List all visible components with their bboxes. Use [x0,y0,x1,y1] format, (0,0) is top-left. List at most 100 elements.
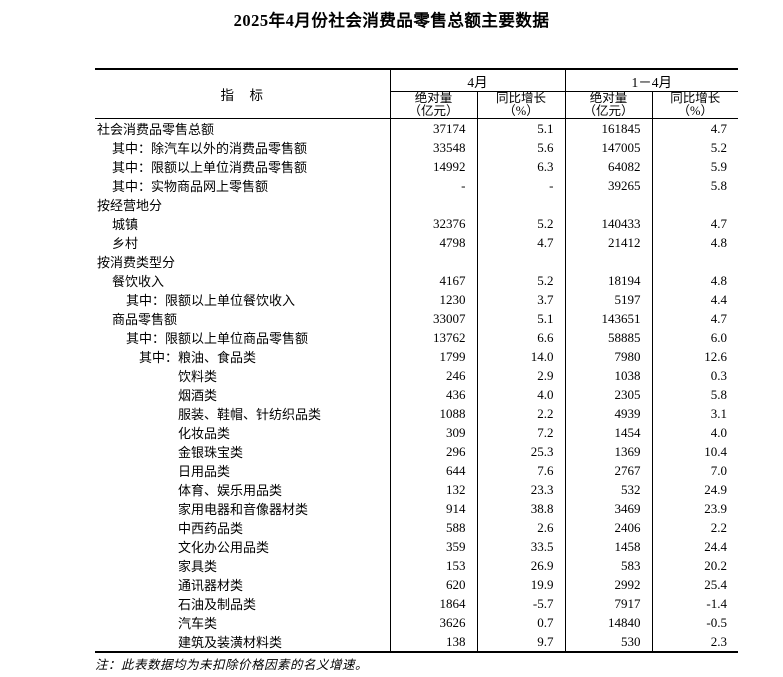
row-indicator-label: 餐饮收入 [95,271,391,290]
row-value: 5.9 [710,158,727,174]
row-value: 14.0 [477,347,566,366]
row-indicator-label: 按消费类型分 [95,252,391,271]
row-value: 530 [565,632,653,652]
row-value: 37174 [390,118,478,138]
row-value [390,195,478,214]
row-value: 18194 [565,271,653,290]
row-value: 64082 [565,157,653,176]
header-absolute-april-line1: 绝对量 [414,91,453,105]
table-row: 其中：限额以上单位消费品零售额 14992 6.3 64082 5.9 [95,157,738,176]
row-value: 143651 [565,309,653,328]
row-value: 436 [390,385,478,404]
row-value: 532 [565,480,653,499]
row-value: 26.9 [477,556,566,575]
table-row: 日用品类 644 7.6 2767 7.0 [95,461,738,480]
row-value: 7.6 [477,461,566,480]
row-value: 19.9 [477,575,566,594]
row-value: -0.5 [706,614,727,630]
row-value: 5.2 [477,271,566,290]
header-absolute-april: 绝对量 （亿元） [390,91,478,119]
row-value: 7.0 [710,462,727,478]
row-indicator-label: 乡村 [95,233,391,252]
row-value: 1458 [565,537,653,556]
header-group-jan-april: 1－4月 [565,69,738,92]
row-value: 1038 [565,366,653,385]
row-value: 2.2 [710,519,727,535]
row-value: 5.1 [477,309,566,328]
row-value: 138 [390,632,478,652]
header-absolute-jan-april: 绝对量 （亿元） [565,91,653,119]
table-row: 金银珠宝类 296 25.3 1369 10.4 [95,442,738,461]
row-indicator-label: 烟酒类 [95,385,391,404]
table-header: 指 标 4月 1－4月 绝对量 （亿元） 同比增长 （%） 绝对量 （亿元） [95,69,738,119]
header-sub-row: 绝对量 （亿元） 同比增长 （%） 绝对量 （亿元） 同比增长 （%） [95,91,738,119]
row-value: -1.4 [706,595,727,611]
row-value: 6.6 [477,328,566,347]
row-value: 7917 [565,594,653,613]
row-indicator-label: 按经营地分 [95,195,391,214]
row-value: 5.8 [710,177,727,193]
row-indicator-label: 其中：除汽车以外的消费品零售额 [95,138,391,157]
row-value [477,195,566,214]
table-row: 其中：实物商品网上零售额 - -39265 5.8 [95,176,738,195]
row-value: 296 [390,442,478,461]
table-row: 化妆品类 309 7.2 1454 4.0 [95,423,738,442]
row-value: 25.4 [704,576,727,592]
row-value: 13762 [390,328,478,347]
row-value: 5.2 [477,214,566,233]
row-value: 3.1 [710,405,727,421]
row-indicator-label: 服装、鞋帽、针纺织品类 [95,404,391,423]
row-value: 10.4 [704,443,727,459]
row-value: -5.7 [477,594,566,613]
row-value: 4.7 [710,310,727,326]
row-value: 2406 [565,518,653,537]
row-indicator-label: 社会消费品零售总额 [95,118,391,138]
row-value: 2992 [565,575,653,594]
header-yoy-april: 同比增长 （%） [477,91,566,119]
table-row: 服装、鞋帽、针纺织品类 1088 2.2 4939 3.1 [95,404,738,423]
row-indicator-label: 汽车类 [95,613,391,632]
table-row: 家用电器和音像器材类 914 38.8 3469 23.9 [95,499,738,518]
row-value: 7.2 [477,423,566,442]
row-value: 3.7 [477,290,566,309]
table-row: 建筑及装潢材料类 138 9.7 530 2.3 [95,632,738,652]
row-value: 620 [390,575,478,594]
row-indicator-label: 体育、娱乐用品类 [95,480,391,499]
row-value: 161845 [565,118,653,138]
row-value: 4939 [565,404,653,423]
row-value: 24.4 [704,538,727,554]
row-value: 147005 [565,138,653,157]
row-value: 58885 [565,328,653,347]
row-value [477,252,566,271]
row-indicator-label: 通讯器材类 [95,575,391,594]
row-value: 4.7 [477,233,566,252]
row-value: 2305 [565,385,653,404]
row-indicator-label: 商品零售额 [95,309,391,328]
row-value: 2.2 [477,404,566,423]
table-row: 烟酒类 436 4.0 2305 5.8 [95,385,738,404]
retail-sales-table: 指 标 4月 1－4月 绝对量 （亿元） 同比增长 （%） 绝对量 （亿元） [95,68,738,653]
table-row: 社会消费品零售总额 37174 5.1 161845 4.7 [95,118,738,138]
row-value: 1088 [390,404,478,423]
table-row: 乡村 4798 4.7 21412 4.8 [95,233,738,252]
row-value: 2767 [565,461,653,480]
table-row: 通讯器材类 620 19.9 2992 25.4 [95,575,738,594]
header-indicator: 指 标 [95,69,391,119]
header-absolute-april-unit: （亿元） [408,104,459,118]
row-value: 153 [390,556,478,575]
header-absolute-jan-april-unit: （亿元） [583,104,634,118]
table-row: 中西药品类 588 2.6 2406 2.2 [95,518,738,537]
row-indicator-label: 石油及制品类 [95,594,391,613]
row-indicator-label: 中西药品类 [95,518,391,537]
row-value: 4.4 [710,291,727,307]
row-value: 3469 [565,499,653,518]
header-absolute-jan-april-line1: 绝对量 [589,91,628,105]
table-row: 家具类 153 26.9 583 20.2 [95,556,738,575]
table-row: 汽车类 3626 0.7 14840 -0.5 [95,613,738,632]
row-value: 1864 [390,594,478,613]
row-value [565,252,653,271]
row-value: 5.2 [710,139,727,155]
table-row: 城镇 32376 5.2 140433 4.7 [95,214,738,233]
row-indicator-label: 其中：限额以上单位餐饮收入 [95,290,391,309]
row-value [565,195,653,214]
